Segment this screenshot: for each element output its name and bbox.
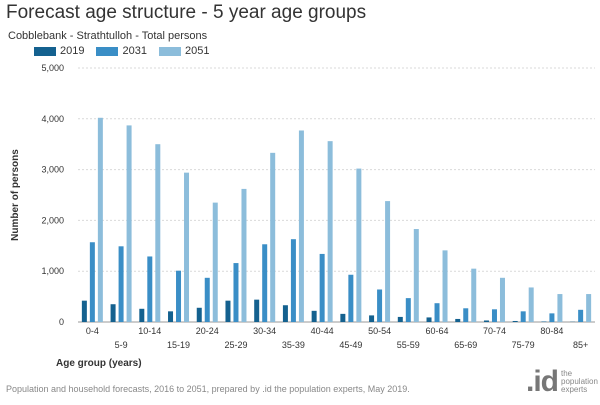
bar-2031-30-34 <box>262 244 268 322</box>
bar-2051-15-19 <box>184 172 190 322</box>
x-tick-label: 10-14 <box>138 326 161 336</box>
bar-2031-5-9 <box>118 246 124 322</box>
x-tick-label: 45-49 <box>339 340 362 350</box>
y-tick-label: 3,000 <box>41 165 64 175</box>
bar-2019-15-19 <box>168 311 174 322</box>
source-note: Population and household forecasts, 2016… <box>6 384 410 394</box>
bar-2031-0-4 <box>89 242 95 322</box>
bar-2019-75-79 <box>512 320 518 322</box>
bar-2051-55-59 <box>413 229 419 322</box>
bar-2031-45-49 <box>348 274 354 322</box>
bar-2019-40-44 <box>311 310 317 322</box>
bar-2051-70-74 <box>499 277 505 322</box>
bar-2019-10-14 <box>139 308 145 322</box>
bar-2019-5-9 <box>110 304 116 322</box>
bar-2019-45-49 <box>340 313 346 322</box>
logo-tagline: the population experts <box>561 369 598 394</box>
legend-swatch-2031 <box>96 46 119 56</box>
bar-2019-25-29 <box>225 300 231 322</box>
legend-item-2051[interactable]: 2051 <box>158 45 210 57</box>
id-logo: .id the population experts <box>526 365 600 398</box>
x-tick-label: 85+ <box>573 340 588 350</box>
legend-swatch-2051 <box>158 46 181 56</box>
legend-item-2019[interactable]: 2019 <box>34 45 84 57</box>
logo-mark: .id <box>526 365 559 398</box>
bar-2051-75-79 <box>528 287 534 322</box>
bar-2051-10-14 <box>155 144 161 322</box>
x-tick-label: 15-19 <box>167 340 190 350</box>
x-tick-label: 50-54 <box>368 326 391 336</box>
bar-2031-35-39 <box>290 239 296 322</box>
bar-2051-30-34 <box>270 152 276 322</box>
bar-2051-85+ <box>586 294 592 322</box>
x-tick-label: 20-24 <box>196 326 219 336</box>
y-tick-label: 0 <box>59 317 64 327</box>
legend-item-2031[interactable]: 2031 <box>96 45 147 57</box>
bar-2031-40-44 <box>319 253 325 322</box>
x-tick-label: 40-44 <box>311 326 334 336</box>
bar-2031-75-79 <box>520 311 526 322</box>
bar-2051-0-4 <box>97 117 103 322</box>
legend-label-2019: 2019 <box>60 45 85 57</box>
bar-2051-80-84 <box>557 294 563 322</box>
x-tick-label: 75-79 <box>512 340 535 350</box>
x-tick-label: 70-74 <box>483 326 506 336</box>
bar-2019-0-4 <box>81 300 87 322</box>
bar-2019-80-84 <box>541 321 547 322</box>
bar-2031-15-19 <box>176 270 182 322</box>
legend-label-2051: 2051 <box>184 45 210 57</box>
bar-2051-45-49 <box>356 168 362 322</box>
y-tick-label: 1,000 <box>41 266 64 276</box>
bar-2019-35-39 <box>282 305 288 322</box>
chart-subtitle: Cobblebank - Strathtulloh - Total person… <box>8 30 208 42</box>
bar-2051-5-9 <box>126 125 132 323</box>
bar-2019-30-34 <box>254 299 260 322</box>
x-tick-label: 60-64 <box>426 326 449 336</box>
bar-2031-80-84 <box>549 313 555 322</box>
x-axis-title: Age group (years) <box>56 358 142 369</box>
bar-2051-50-54 <box>385 201 391 322</box>
x-tick-label: 35-39 <box>282 340 305 350</box>
x-tick-label: 65-69 <box>454 340 477 350</box>
bar-2019-60-64 <box>426 317 432 322</box>
y-tick-label: 5,000 <box>41 63 64 73</box>
x-tick-label: 30-34 <box>253 326 276 336</box>
bar-2031-65-69 <box>463 308 469 322</box>
y-axis-title: Number of persons <box>10 149 21 241</box>
bar-2031-25-29 <box>233 263 239 322</box>
bar-2031-60-64 <box>434 303 440 322</box>
bar-2051-65-69 <box>471 268 477 322</box>
bar-chart: 0 1,000 2,000 3,000 4,000 5,000 Number of pers… <box>10 63 595 369</box>
bar-2019-50-54 <box>369 315 375 322</box>
x-tick-label: 80-84 <box>540 326 563 336</box>
y-tick-label: 4,000 <box>41 114 64 124</box>
bar-2051-35-39 <box>298 130 304 322</box>
legend: 2019 2031 2051 <box>34 45 209 57</box>
bar-2031-50-54 <box>377 289 383 322</box>
bar-2019-20-24 <box>196 307 202 322</box>
bar-2019-55-59 <box>397 316 403 322</box>
legend-label-2031: 2031 <box>122 45 147 57</box>
bar-2031-20-24 <box>204 277 210 322</box>
bar-2031-70-74 <box>491 309 497 322</box>
bar-2019-65-69 <box>455 318 461 322</box>
bar-2051-40-44 <box>327 141 333 322</box>
legend-swatch-2019 <box>34 46 56 56</box>
bar-2051-60-64 <box>442 250 448 322</box>
chart-title: Forecast age structure - 5 year age grou… <box>6 2 367 23</box>
x-tick-label: 0-4 <box>86 326 99 336</box>
bar-2051-20-24 <box>212 202 218 322</box>
bar-2019-70-74 <box>483 320 489 322</box>
bar-2031-55-59 <box>405 298 411 322</box>
x-tick-label: 5-9 <box>115 340 128 350</box>
x-tick-label: 25-29 <box>224 340 247 350</box>
y-tick-label: 2,000 <box>41 215 64 225</box>
bar-2031-85+ <box>578 309 584 322</box>
x-tick-label: 55-59 <box>397 340 420 350</box>
bar-2031-10-14 <box>147 256 153 322</box>
bar-2051-25-29 <box>241 188 247 322</box>
